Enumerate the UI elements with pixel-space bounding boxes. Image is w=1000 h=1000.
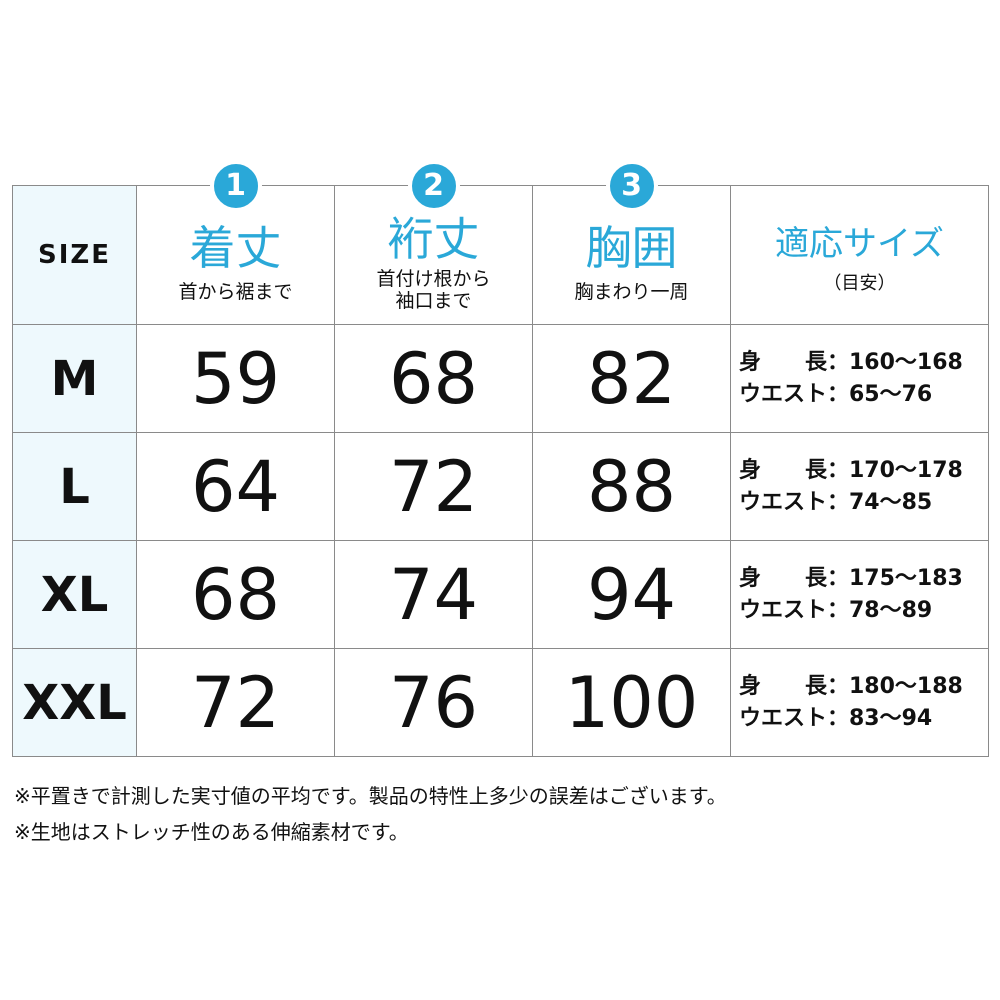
sleeve-value: 68 — [334, 324, 533, 433]
fit-height: 身 長：180〜188 — [739, 673, 963, 699]
size-header: SIZE — [12, 185, 137, 325]
header-chest: 3 胸囲 胸まわり一周 — [532, 160, 731, 325]
size-label: L — [12, 432, 137, 541]
fit-height: 身 長：175〜183 — [739, 565, 963, 591]
chest-value: 100 — [532, 648, 731, 757]
length-value: 72 — [136, 648, 335, 757]
fit-cell: 身 長：175〜183 ウエスト：78〜89 — [730, 540, 989, 649]
header-title: 裄丈 — [387, 212, 480, 266]
sleeve-value: 74 — [334, 540, 533, 649]
header-sub-2: 袖口まで — [395, 290, 472, 312]
chest-value: 94 — [532, 540, 731, 649]
fit-title: 適応サイズ — [775, 223, 944, 264]
length-value: 68 — [136, 540, 335, 649]
fit-cell: 身 長：170〜178 ウエスト：74〜85 — [730, 432, 989, 541]
note: ※平置きで計測した実寸値の平均です。製品の特性上多少の誤差はございます。 — [14, 784, 727, 808]
fit-cell: 身 長：180〜188 ウエスト：83〜94 — [730, 648, 989, 757]
table-row: M 59 68 82 身 長：160〜168 ウエスト：65〜76 — [12, 324, 989, 433]
fit-height: 身 長：170〜178 — [739, 457, 963, 483]
length-value: 64 — [136, 432, 335, 541]
sleeve-value: 72 — [334, 432, 533, 541]
notes: ※平置きで計測した実寸値の平均です。製品の特性上多少の誤差はございます。 ※生地… — [14, 778, 727, 850]
badge-1: 1 — [209, 160, 262, 212]
header-row: SIZE 1 着丈 首から裾まで 2 裄丈 首付け根から 袖口まで 3 胸囲 胸… — [12, 160, 989, 325]
header-title: 胸囲 — [585, 221, 678, 275]
size-label: XL — [12, 540, 137, 649]
fit-cell: 身 長：160〜168 ウエスト：65〜76 — [730, 324, 989, 433]
length-value: 59 — [136, 324, 335, 433]
header-length: 1 着丈 首から裾まで — [136, 160, 335, 325]
header-sub: 首付け根から — [376, 268, 491, 290]
table-row: L 64 72 88 身 長：170〜178 ウエスト：74〜85 — [12, 432, 989, 541]
note: ※生地はストレッチ性のある伸縮素材です。 — [14, 820, 409, 844]
fit-waist: ウエスト：78〜89 — [739, 597, 933, 623]
badge-3: 3 — [605, 160, 658, 212]
size-label: XXL — [12, 648, 137, 757]
table-row: XL 68 74 94 身 長：175〜183 ウエスト：78〜89 — [12, 540, 989, 649]
header-title: 着丈 — [189, 221, 282, 275]
table-row: XXL 72 76 100 身 長：180〜188 ウエスト：83〜94 — [12, 648, 989, 757]
chest-value: 88 — [532, 432, 731, 541]
fit-height: 身 長：160〜168 — [739, 349, 963, 375]
fit-waist: ウエスト：83〜94 — [739, 705, 933, 731]
fit-waist: ウエスト：74〜85 — [739, 489, 933, 515]
header-sub: 首から裾まで — [178, 281, 293, 303]
fit-waist: ウエスト：65〜76 — [739, 381, 933, 407]
sleeve-value: 76 — [334, 648, 533, 757]
fit-sub: （目安） — [823, 272, 896, 294]
size-label: M — [12, 324, 137, 433]
header-fit: 適応サイズ （目安） — [730, 185, 989, 325]
header-sleeve: 2 裄丈 首付け根から 袖口まで — [334, 160, 533, 325]
chest-value: 82 — [532, 324, 731, 433]
header-sub: 胸まわり一周 — [574, 281, 689, 303]
badge-2: 2 — [407, 160, 460, 212]
size-chart-table: SIZE 1 着丈 首から裾まで 2 裄丈 首付け根から 袖口まで 3 胸囲 胸… — [12, 160, 989, 757]
